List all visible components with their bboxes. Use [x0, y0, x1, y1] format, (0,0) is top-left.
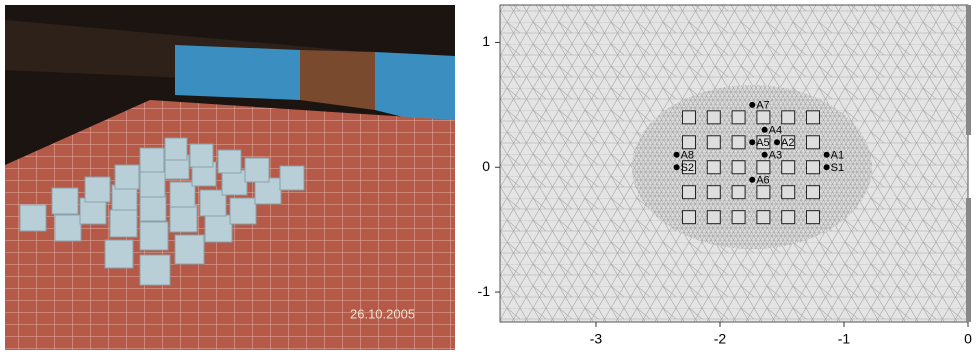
- cube: [805, 135, 820, 150]
- probe-point: [774, 139, 781, 146]
- cube: [706, 110, 721, 125]
- probe-point: [749, 139, 756, 146]
- cube: [756, 135, 771, 150]
- probe-label: A1: [831, 150, 844, 162]
- probe-label: A3: [769, 150, 782, 162]
- cube: [706, 135, 721, 150]
- date-stamp: 26.10.2005: [350, 306, 415, 321]
- cube: [681, 160, 696, 175]
- cube: [781, 135, 796, 150]
- cube: [756, 210, 771, 225]
- x-tick-label: 0: [964, 331, 972, 347]
- boundary: [966, 5, 971, 135]
- cube: [706, 160, 721, 175]
- probe-label: A2: [781, 137, 794, 149]
- cube: [681, 185, 696, 200]
- x-tick-label: -2: [714, 331, 727, 347]
- cube: [731, 135, 746, 150]
- cube: [706, 210, 721, 225]
- cube: [781, 185, 796, 200]
- probe-point: [823, 164, 830, 171]
- cube: [706, 185, 721, 200]
- cube: [681, 135, 696, 150]
- probe-label: A8: [681, 150, 694, 162]
- probe-point: [749, 176, 756, 183]
- probe-point: [673, 151, 680, 158]
- probe-point: [761, 151, 768, 158]
- photo: 26.10.2005: [5, 5, 455, 350]
- cube: [781, 210, 796, 225]
- probe-point: [761, 126, 768, 133]
- boundary: [966, 198, 971, 322]
- cube: [756, 185, 771, 200]
- probe-label: A7: [756, 100, 769, 112]
- probe-point: [749, 101, 756, 108]
- cube: [805, 185, 820, 200]
- probe-label: A6: [756, 175, 769, 187]
- probe-label: S2: [681, 162, 694, 174]
- cube: [681, 210, 696, 225]
- cube: [805, 160, 820, 175]
- probe-point: [673, 164, 680, 171]
- mesh-refinement: [632, 85, 872, 249]
- cube: [781, 160, 796, 175]
- cube: [805, 110, 820, 125]
- probe-label: S1: [831, 162, 844, 174]
- cube: [756, 110, 771, 125]
- x-tick-label: -1: [838, 331, 851, 347]
- cube: [805, 210, 820, 225]
- cube: [681, 110, 696, 125]
- y-tick-label: 0: [482, 158, 490, 174]
- probe-label: A4: [769, 125, 782, 137]
- cube: [731, 210, 746, 225]
- probe-point: [823, 151, 830, 158]
- mesh-panel: [499, 4, 971, 323]
- x-tick-label: -3: [590, 331, 603, 347]
- y-tick-label: -1: [478, 283, 491, 299]
- cube: [756, 160, 771, 175]
- cube: [731, 160, 746, 175]
- cube: [731, 110, 746, 125]
- y-tick-label: 1: [482, 33, 490, 49]
- probe-label: A5: [756, 137, 769, 149]
- cube: [731, 185, 746, 200]
- cube: [781, 110, 796, 125]
